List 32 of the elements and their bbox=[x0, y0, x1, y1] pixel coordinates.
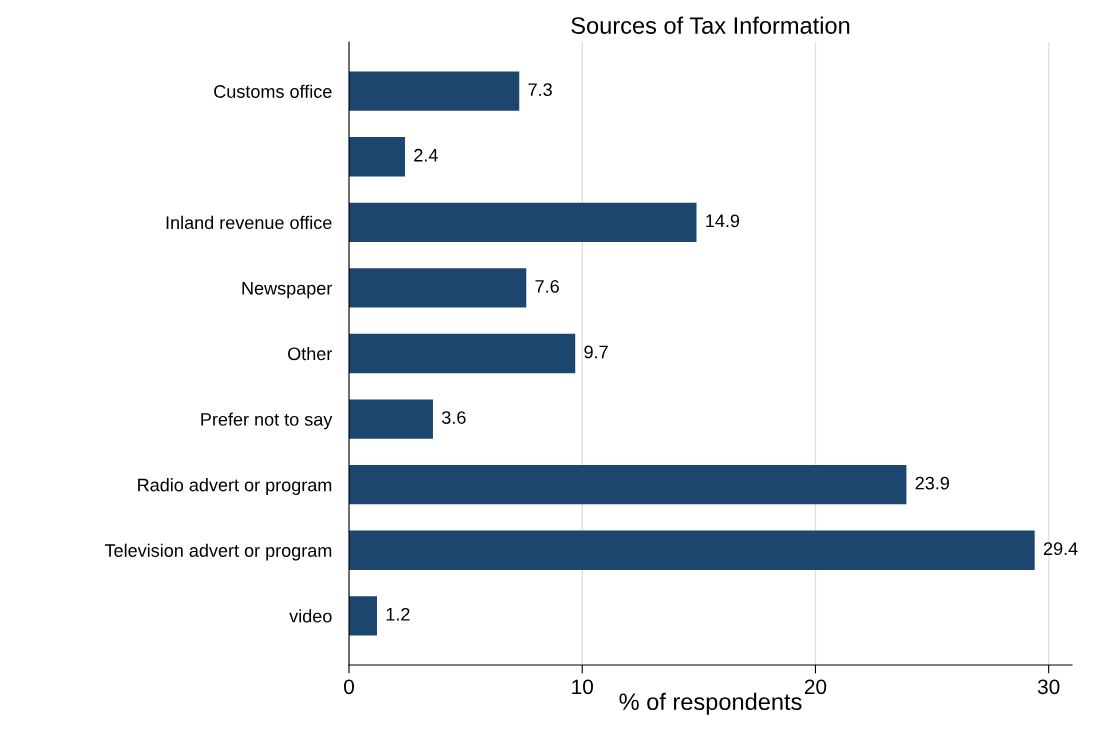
data-label: 14.9 bbox=[706, 214, 740, 228]
bar bbox=[349, 268, 527, 308]
bar bbox=[349, 596, 377, 636]
y-tick-label: video bbox=[289, 609, 332, 623]
data-label: 1.2 bbox=[386, 607, 410, 621]
data-label: 29.4 bbox=[1043, 542, 1078, 556]
bar bbox=[349, 202, 697, 243]
y-tick-label: Prefer not to say bbox=[201, 412, 333, 430]
x-axis-title: % of respondents bbox=[619, 692, 802, 715]
bar bbox=[349, 464, 907, 505]
data-label: 3.6 bbox=[441, 411, 466, 424]
y-tick-label: Newspaper bbox=[242, 282, 333, 299]
bar bbox=[349, 71, 520, 111]
bar bbox=[349, 399, 433, 439]
x-tick-label: 20 bbox=[804, 679, 827, 695]
bar bbox=[349, 137, 405, 177]
data-label: 7.6 bbox=[535, 279, 559, 293]
x-tick-label: 30 bbox=[1037, 679, 1060, 695]
y-tick-label: Inland revenue office bbox=[166, 215, 332, 230]
chart-title: Sources of Tax Information bbox=[571, 16, 850, 34]
data-label: 7.3 bbox=[528, 83, 552, 97]
data-label: 2.4 bbox=[414, 148, 438, 162]
bar bbox=[349, 333, 576, 374]
y-tick-label: Television advert or program bbox=[104, 543, 332, 561]
bar bbox=[349, 530, 1035, 570]
data-label: 9.7 bbox=[584, 345, 608, 359]
x-tick-label: 0 bbox=[344, 679, 354, 695]
data-label: 23.9 bbox=[915, 476, 950, 490]
x-tick-label: 10 bbox=[572, 679, 593, 695]
y-tick-label: Customs office bbox=[214, 84, 332, 98]
y-tick-label: Other bbox=[288, 346, 333, 361]
y-tick-label: Radio advert or program bbox=[138, 478, 332, 495]
